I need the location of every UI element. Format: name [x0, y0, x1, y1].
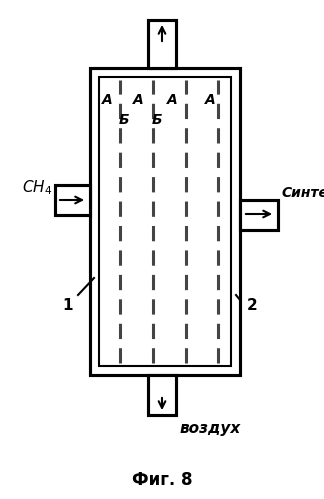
- Text: 1: 1: [63, 297, 73, 312]
- Text: A: A: [167, 93, 177, 107]
- Text: $CH_4$: $CH_4$: [22, 179, 52, 197]
- Text: Фиг. 8: Фиг. 8: [132, 471, 192, 489]
- Bar: [90, 68, 240, 375]
- Bar: [148, 375, 176, 415]
- Text: Б: Б: [119, 113, 129, 127]
- Text: воздух: воздух: [180, 421, 241, 436]
- Text: Синтез-газ: Синтез-газ: [282, 186, 324, 200]
- Text: A: A: [133, 93, 144, 107]
- Text: Б: Б: [152, 113, 162, 127]
- Text: A: A: [205, 93, 215, 107]
- Bar: [55, 185, 90, 215]
- Bar: [240, 200, 278, 230]
- Bar: [148, 20, 176, 68]
- Text: 2: 2: [247, 297, 257, 312]
- Text: A: A: [102, 93, 112, 107]
- Bar: [99, 77, 231, 366]
